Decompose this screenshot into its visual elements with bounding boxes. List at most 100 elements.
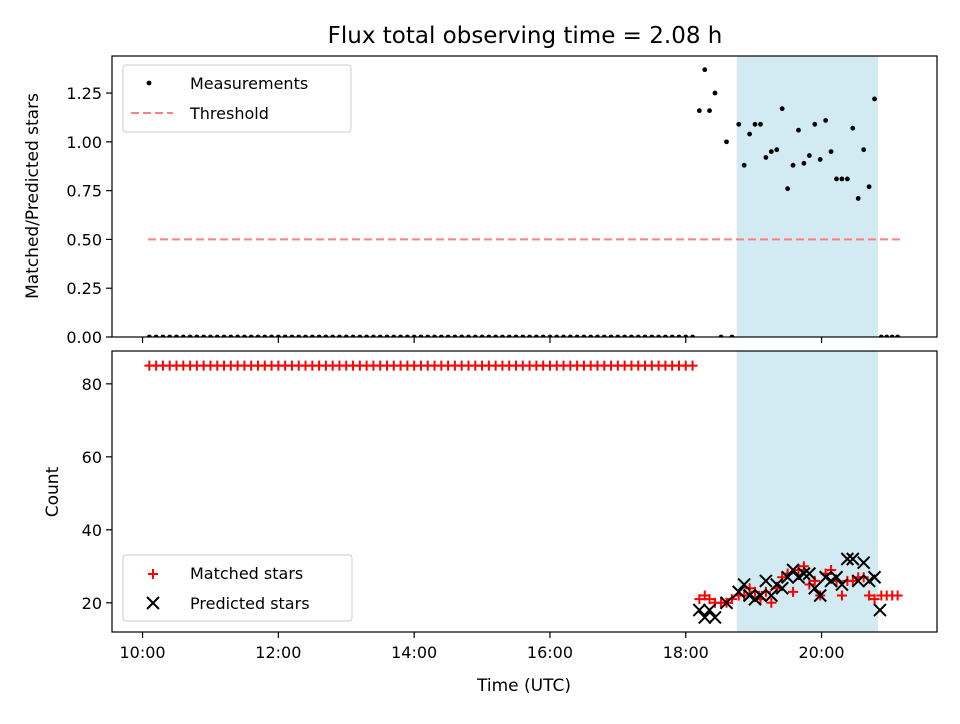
predicted-star-marker — [856, 555, 871, 570]
observing-window-band — [736, 351, 878, 632]
legend-predicted-marker — [146, 596, 160, 610]
measurement-point — [763, 155, 769, 160]
matched-star-marker — [766, 597, 777, 608]
y-tick-label: 0.25 — [66, 279, 102, 298]
predicted-star-marker — [775, 581, 789, 595]
predicted-star-marker — [835, 577, 849, 592]
measurement-point — [752, 121, 758, 127]
predicted-star-marker — [873, 603, 887, 617]
y-tick-label: 20 — [82, 594, 102, 613]
measurement-point — [702, 67, 708, 73]
matched-star-marker — [726, 594, 737, 605]
observing-window-band — [736, 56, 878, 337]
legend: Measurements Threshold — [122, 64, 352, 133]
measurement-point — [724, 139, 729, 145]
matched-star-marker — [739, 590, 750, 601]
matched-star-marker — [704, 594, 715, 605]
predicted-star-marker — [764, 588, 779, 603]
matched-star-marker — [744, 583, 755, 594]
y-tick-label: 0.75 — [66, 182, 102, 201]
matched-star-marker — [798, 561, 809, 572]
matched-star-marker — [869, 594, 880, 605]
predicted-star-marker — [808, 581, 822, 595]
measurement-point — [785, 186, 791, 192]
measurement-point — [747, 131, 752, 137]
measurement-point — [806, 153, 812, 158]
measurement-point — [774, 147, 780, 153]
y-tick-label: 0.50 — [66, 230, 102, 249]
measurement-point — [796, 127, 801, 133]
y-tick-label: 60 — [82, 448, 102, 467]
matched-star-marker — [793, 564, 804, 575]
y-tick-label: 0.00 — [66, 328, 102, 347]
x-tick-label: 20:00 — [799, 643, 845, 662]
y-tick-label: 1.25 — [66, 84, 102, 103]
measurement-point — [866, 184, 872, 190]
matched-star-marker — [788, 586, 799, 597]
matched-star-marker — [858, 572, 869, 583]
x-tick-label: 12:00 — [255, 643, 301, 662]
matched-star-marker — [847, 575, 858, 586]
predicted-star-marker — [802, 566, 817, 581]
predicted-star-marker — [759, 574, 773, 588]
predicted-star-marker — [813, 588, 827, 603]
legend: Matched stars Predicted stars — [122, 554, 353, 622]
top-panel: 0.00 0.25 0.50 0.75 1.00 1.25 Measurements Thre… — [66, 55, 938, 347]
matched-star-marker — [750, 586, 761, 597]
x-tick-label: 18:00 — [663, 643, 709, 662]
legend-box — [122, 554, 353, 622]
axes-frame — [111, 350, 938, 633]
measurement-point — [823, 117, 829, 123]
predicted-star-marker — [719, 596, 734, 610]
measurement-point — [696, 108, 702, 114]
bottom-panel: 20 40 60 80 10:00 12:00 14:00 16:00 18:00 20:00 Ma… — [82, 350, 938, 662]
x-tick-label: 10:00 — [120, 643, 166, 662]
measurement-point — [872, 96, 877, 102]
predicted-star-marker — [737, 577, 751, 592]
predicted-star-marker — [851, 574, 865, 588]
predicted-star-marker — [702, 603, 717, 617]
predicted-star-marker — [698, 610, 712, 625]
predicted-star-marker — [732, 585, 746, 599]
legend-box — [122, 64, 352, 133]
legend-threshold-label: Threshold — [189, 104, 269, 123]
measurement-point — [768, 149, 774, 155]
measurement-point — [834, 176, 839, 182]
matched-star-marker — [864, 590, 875, 601]
x-axis-label: Time (UTC) — [476, 676, 571, 696]
y-tick-label: 80 — [82, 375, 102, 394]
legend-matched-label: Matched stars — [190, 564, 303, 583]
predicted-star-marker — [780, 570, 795, 584]
measurement-point — [855, 196, 861, 201]
matched-star-marker — [687, 360, 698, 371]
measurement-point — [707, 108, 712, 114]
predicted-star-marker — [797, 566, 811, 581]
matched-star-marker — [836, 590, 847, 601]
measurement-point — [741, 162, 747, 168]
measurement-point — [790, 162, 796, 168]
predicted-star-marker — [829, 570, 844, 584]
matched-star-marker — [809, 575, 820, 586]
predicted-star-marker — [692, 603, 707, 617]
measurement-point — [861, 147, 867, 153]
predicted-star-marker — [753, 588, 768, 603]
legend-measurements-marker — [146, 80, 152, 86]
chart-title: Flux total observing time = 2.08 h — [328, 23, 723, 49]
y-tick-label: 40 — [82, 521, 102, 540]
predicted-star-marker — [867, 570, 882, 584]
measurement-point — [828, 149, 834, 155]
measurement-point — [817, 157, 823, 162]
bottom-y-axis-label: Count — [43, 466, 63, 517]
x-tick-label: 14:00 — [391, 643, 437, 662]
legend-measurements-label: Measurements — [190, 74, 308, 93]
axes-frame — [111, 55, 938, 338]
measurement-point — [839, 176, 845, 182]
predicted-star-marker — [786, 563, 800, 577]
top-y-axis-label: Matched/Predicted stars — [23, 93, 43, 299]
measurement-point — [712, 90, 718, 96]
matched-star-marker — [892, 590, 903, 601]
matched-star-marker — [826, 564, 837, 575]
measurement-point — [844, 176, 850, 182]
